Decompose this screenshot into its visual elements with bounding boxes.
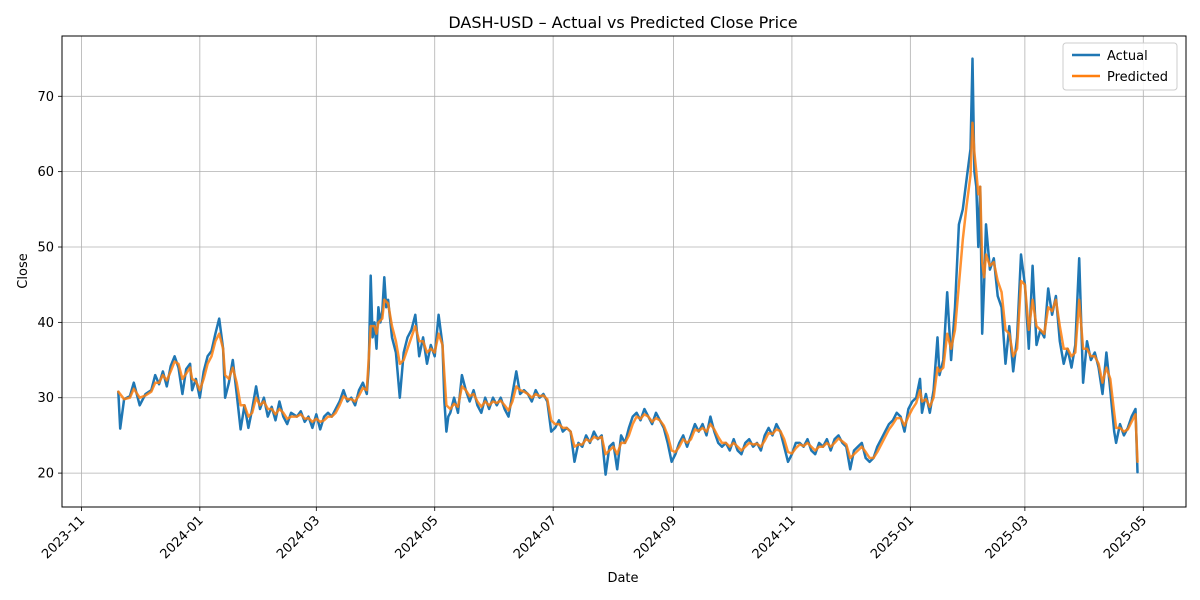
plot-frame	[61, 35, 1187, 508]
series-layer	[117, 57, 1139, 476]
y-tick-label: 60	[37, 165, 54, 180]
y-axis-ticks: 20 30 40 50 60 70	[37, 90, 62, 482]
y-tick-label: 70	[37, 90, 54, 105]
y-tick-label: 40	[37, 316, 54, 331]
series-line-predicted	[117, 121, 1139, 464]
legend-label-actual: Actual	[1107, 49, 1148, 64]
y-tick-label: 30	[37, 391, 54, 406]
y-tick-label: 50	[37, 241, 54, 256]
y-axis-label: Close	[16, 253, 31, 288]
series-line-actual	[117, 57, 1139, 476]
legend: Actual Predicted	[1062, 42, 1178, 91]
y-tick-label: 20	[37, 467, 54, 482]
legend-label-predicted: Predicted	[1107, 70, 1168, 85]
chart-title: DASH-USD – Actual vs Predicted Close Pri…	[448, 13, 797, 32]
grid	[62, 36, 1186, 507]
x-axis-label: Date	[607, 571, 638, 586]
